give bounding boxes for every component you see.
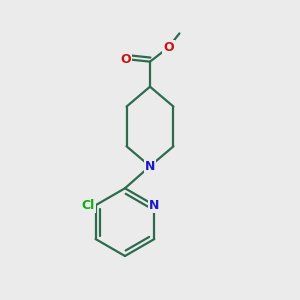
Text: N: N xyxy=(145,160,155,173)
Text: Cl: Cl xyxy=(82,199,95,212)
Text: O: O xyxy=(120,53,131,66)
Text: O: O xyxy=(163,41,174,54)
Text: N: N xyxy=(149,199,160,212)
